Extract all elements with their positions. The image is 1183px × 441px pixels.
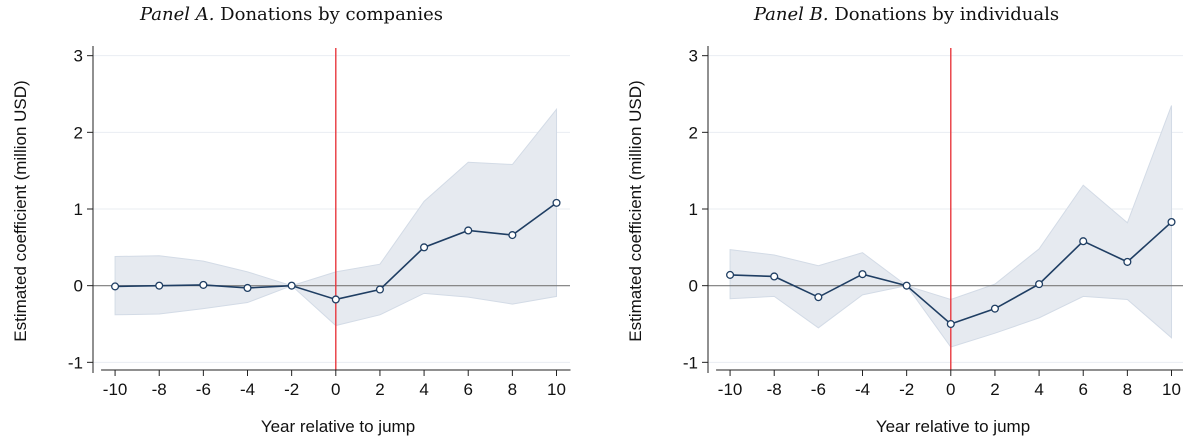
y-tick-label: 0 [74,277,83,296]
x-axis-label: Year relative to jump [261,417,415,436]
x-tick-label: 8 [1123,380,1132,399]
data-point [155,281,164,290]
data-point [1079,237,1088,246]
data-point [814,293,823,302]
y-tick-label: -1 [683,353,698,372]
y-tick-label: 3 [74,47,83,66]
x-tick-label: 0 [946,380,955,399]
y-tick-label: -1 [68,353,83,372]
x-tick-label: 10 [547,380,566,399]
data-point [420,243,429,252]
panel-b-chart: Estimated coefficient (million USD) Year… [626,46,1183,436]
data-point [726,270,735,279]
y-tick-label: 2 [689,123,698,142]
panel-b-title-text: Donations by individuals [834,4,1060,25]
data-point [770,272,779,281]
y-axis-label: Estimated coefficient (million USD) [11,80,30,341]
x-tick-label: 2 [990,380,999,399]
y-tick-label: 1 [74,200,83,219]
x-tick-label: -10 [103,380,128,399]
x-tick-label: 10 [1162,380,1181,399]
x-tick-label: 0 [331,380,340,399]
x-tick-label: -2 [284,380,299,399]
x-tick-label: 4 [1034,380,1043,399]
panel-a-title-prefix: Panel A. [139,4,215,25]
x-tick-label: -6 [811,380,826,399]
data-point [858,270,867,279]
y-tick-label: 2 [74,123,83,142]
data-point [375,285,384,294]
x-tick-label: -8 [767,380,782,399]
panel-a-title-text: Donations by companies [220,4,444,25]
confidence-band [114,107,558,327]
panel-a-title: Panel A. Donations by companies [0,4,583,25]
data-point [902,281,911,290]
x-axis-label: Year relative to jump [876,417,1030,436]
data-point [990,304,999,313]
y-axis-label: Estimated coefficient (million USD) [626,80,645,341]
data-point [1123,257,1132,266]
data-point [199,280,208,289]
x-tick-label: -10 [718,380,743,399]
x-tick-label: 6 [1078,380,1087,399]
data-point [946,319,955,329]
data-point [464,226,473,235]
panel-a: Panel A. Donations by companies Estimate… [0,0,583,441]
data-point [331,295,340,304]
data-point [508,231,517,240]
x-tick-label: -4 [855,380,870,399]
x-tick-label: -2 [899,380,914,399]
data-point [243,283,252,293]
x-tick-label: 4 [419,380,428,399]
panel-b: Panel B. Donations by individuals Estima… [615,0,1183,441]
confidence-band [729,105,1173,348]
y-tick-label: 1 [689,200,698,219]
y-tick-label: 3 [689,47,698,66]
data-point [1167,217,1176,227]
x-tick-label: -8 [152,380,167,399]
data-point [287,281,296,290]
x-tick-label: -6 [196,380,211,399]
data-point [1035,280,1044,289]
y-tick-label: 0 [689,277,698,296]
panel-b-title: Panel B. Donations by individuals [615,4,1183,25]
x-tick-label: 2 [375,380,384,399]
data-point [552,198,561,207]
x-tick-label: 8 [508,380,517,399]
panel-b-title-prefix: Panel B. [753,4,829,25]
x-tick-label: -4 [240,380,255,399]
data-point [111,282,120,291]
panel-a-chart: Estimated coefficient (million USD) Year… [11,46,571,436]
x-tick-label: 6 [463,380,472,399]
